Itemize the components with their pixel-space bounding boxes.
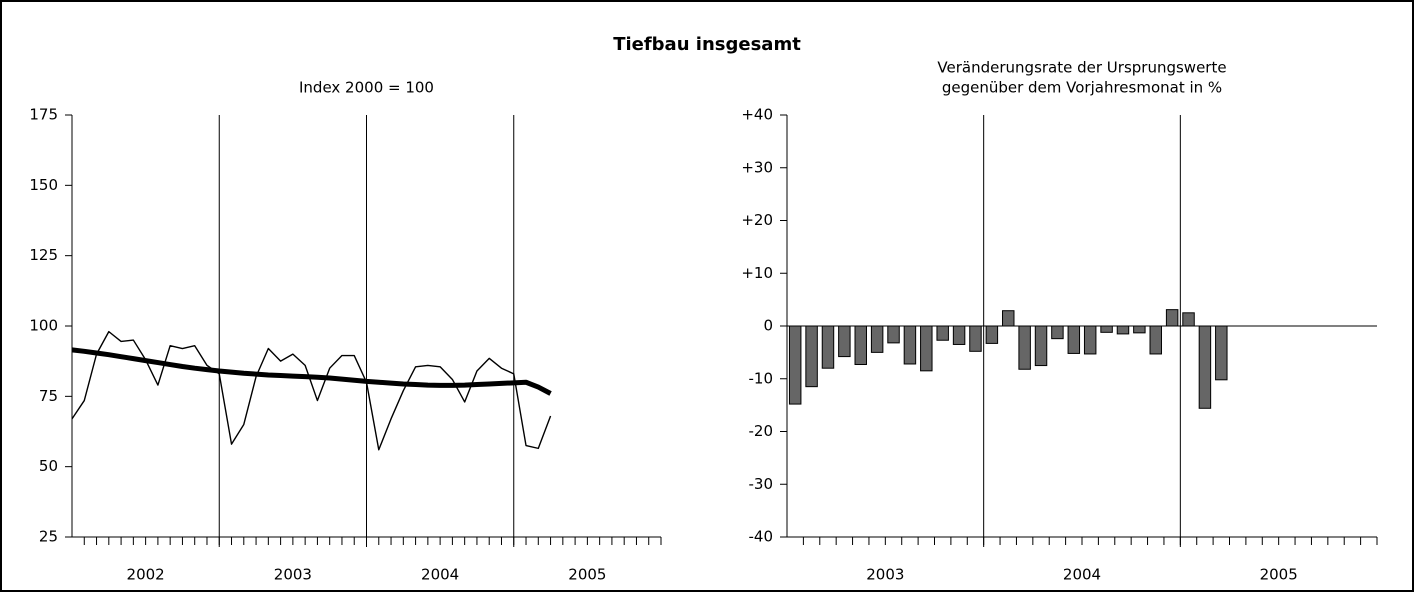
chart-subtitle: Index 2000 = 100 xyxy=(299,79,434,97)
bar xyxy=(985,325,999,344)
y-tick-label: 125 xyxy=(29,246,58,264)
bar xyxy=(1198,325,1212,409)
bar xyxy=(1182,312,1195,327)
y-tick-label: -20 xyxy=(749,422,774,440)
bar xyxy=(1083,325,1097,355)
bar xyxy=(870,325,884,353)
y-tick-label: 0 xyxy=(763,317,773,335)
bar xyxy=(1018,325,1031,370)
y-tick-label: +40 xyxy=(741,106,773,124)
x-group-label: 2004 xyxy=(1063,566,1101,584)
bar xyxy=(854,325,867,366)
bar xyxy=(1165,309,1179,327)
x-group-label: 2003 xyxy=(866,566,904,584)
y-tick-label: 150 xyxy=(29,176,58,194)
bar xyxy=(969,325,982,352)
bar xyxy=(805,325,818,388)
bar xyxy=(1215,325,1228,381)
bar xyxy=(952,325,966,345)
bar xyxy=(1149,325,1162,355)
bar xyxy=(788,325,802,405)
bar xyxy=(1051,325,1064,340)
y-tick-label: +10 xyxy=(741,264,773,282)
x-group-label: 2005 xyxy=(568,566,606,584)
line-series xyxy=(71,347,552,396)
figure-title: Tiefbau insgesamt xyxy=(613,34,801,55)
bar xyxy=(821,325,835,369)
y-tick-label: 25 xyxy=(39,528,58,546)
bar xyxy=(1100,325,1113,333)
bar xyxy=(936,325,949,341)
bar xyxy=(903,325,917,365)
y-tick-label: 100 xyxy=(29,317,58,335)
bar xyxy=(920,325,933,372)
bar xyxy=(1034,325,1048,367)
x-group-label: 2005 xyxy=(1260,566,1298,584)
x-group-label: 2004 xyxy=(421,566,459,584)
bar xyxy=(887,325,900,344)
x-group-label: 2003 xyxy=(274,566,312,584)
chart-subtitle: gegenüber dem Vorjahresmonat in % xyxy=(942,79,1222,97)
y-tick-label: 50 xyxy=(39,457,58,475)
y-tick-label: -30 xyxy=(749,475,774,493)
y-tick-label: -10 xyxy=(749,369,774,387)
bar xyxy=(1067,325,1081,354)
bar xyxy=(1116,325,1130,335)
y-tick-label: 175 xyxy=(29,106,58,124)
bar xyxy=(1002,310,1015,327)
y-tick-label: 75 xyxy=(39,387,58,405)
bar xyxy=(1133,325,1146,334)
y-tick-label: +30 xyxy=(741,158,773,176)
y-tick-label: -40 xyxy=(749,528,774,546)
bar xyxy=(838,325,851,358)
chart-subtitle: Veränderungsrate der Ursprungswerte xyxy=(937,59,1226,77)
y-tick-label: +20 xyxy=(741,211,773,229)
x-group-label: 2002 xyxy=(127,566,165,584)
